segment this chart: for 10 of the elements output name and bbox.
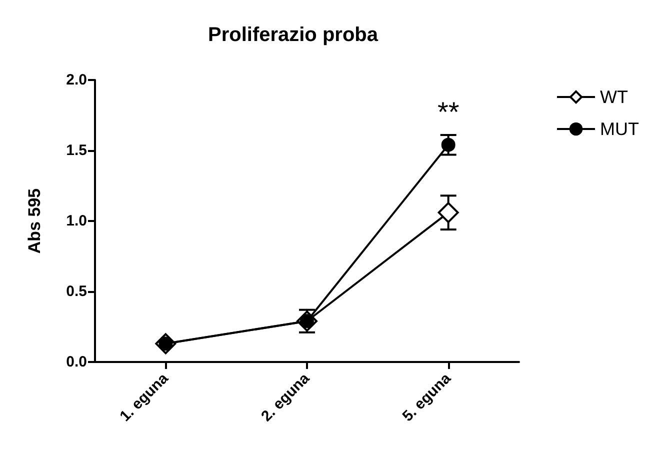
legend-label: WT [600, 87, 628, 107]
y-tick-label: 0.5 [66, 283, 87, 300]
y-tick-label: 0.0 [66, 354, 87, 370]
y-tick-label: 1.0 [66, 212, 87, 230]
y-axis-title: Abs 595 [25, 188, 44, 254]
y-tick-label: 2.0 [66, 72, 87, 88]
legend-label: MUT [600, 119, 640, 139]
annotation: ** [437, 96, 460, 128]
chart-title: Proliferazio proba [208, 24, 379, 46]
y-tick-label: 1.5 [66, 142, 87, 159]
